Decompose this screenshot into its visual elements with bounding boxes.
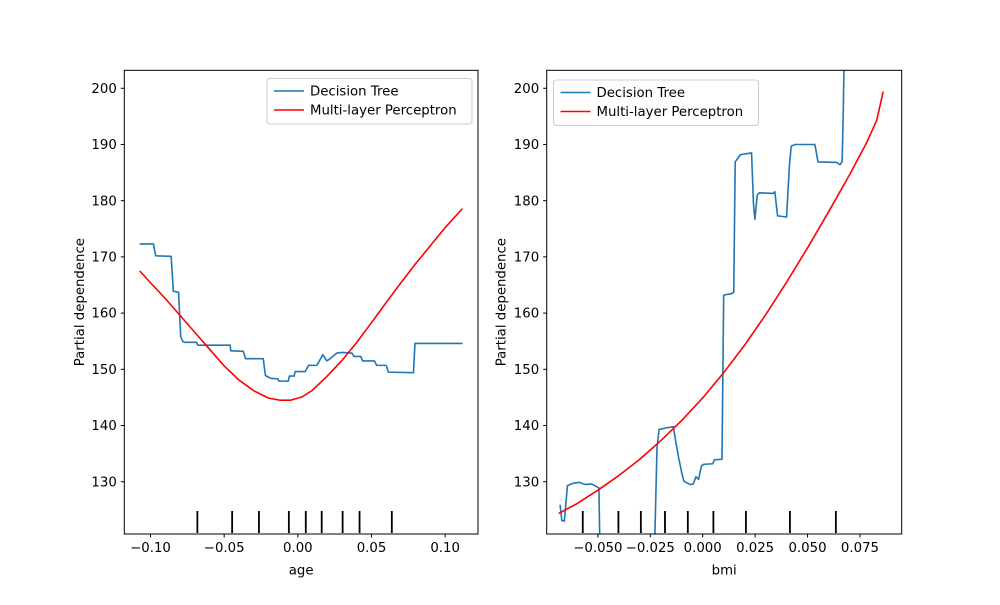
legend: Decision Tree Multi-layer Perceptron <box>553 79 759 126</box>
x-tick-label: −0.10 <box>130 541 171 556</box>
x-axis-label: age <box>289 564 314 579</box>
y-tick-label: 180 <box>514 194 539 209</box>
x-tick-label: 0.10 <box>430 541 460 556</box>
y-tick-label: 140 <box>91 419 116 434</box>
axes-border <box>546 69 903 535</box>
y-axis-label: Partial dependence <box>73 238 88 366</box>
y-tick-label: 160 <box>514 307 539 322</box>
legend-box <box>553 79 759 126</box>
legend-label-decision-tree: Decision Tree <box>310 85 399 100</box>
decision-tree-line <box>139 243 463 382</box>
y-tick-label: 170 <box>514 251 539 266</box>
legend-box <box>266 78 473 125</box>
y-tick-label: 170 <box>91 251 116 266</box>
y-tick-label: 150 <box>91 363 116 378</box>
y-tick-label: 200 <box>514 82 539 97</box>
x-tick-label: −0.05 <box>204 541 245 556</box>
x-tick-label: 0.050 <box>789 541 827 556</box>
plot-bmi: 130 140 150 160 170 180 190 200 −0.050 −0.025 0.00… <box>495 69 903 579</box>
axes-border <box>123 69 479 535</box>
y-tick-label: 130 <box>514 475 539 490</box>
y-tick-label: 190 <box>514 138 539 153</box>
y-tick-label: 200 <box>91 82 116 97</box>
y-tick-label: 140 <box>514 419 539 434</box>
x-tick-label: 0.075 <box>841 541 879 556</box>
y-tick-label: 150 <box>514 363 539 378</box>
y-tick-label: 160 <box>91 307 116 322</box>
x-tick-label: 0.025 <box>736 541 774 556</box>
x-tick-label: −0.025 <box>626 541 675 556</box>
x-tick-label: 0.00 <box>283 541 313 556</box>
legend-label-decision-tree: Decision Tree <box>597 86 686 101</box>
decision-tree-line <box>559 70 845 535</box>
x-tick-label: 0.000 <box>684 541 722 556</box>
y-tick-label: 180 <box>91 194 116 209</box>
x-tick-label: −0.050 <box>573 541 622 556</box>
legend: Decision Tree Multi-layer Perceptron <box>266 78 473 125</box>
x-tick-label: 0.05 <box>357 541 387 556</box>
y-tick-label: 190 <box>91 138 116 153</box>
multi-layer-perceptron-line <box>558 91 884 514</box>
legend-label-mlp: Multi-layer Perceptron <box>597 105 744 120</box>
multi-layer-perceptron-line <box>139 208 463 402</box>
y-tick-label: 130 <box>91 475 116 490</box>
y-axis-label: Partial dependence <box>495 238 510 366</box>
x-axis-label: bmi <box>712 564 737 579</box>
plot-age: 130 140 150 160 170 180 190 200 −0.10 −0.05 0.00 0.… <box>73 69 479 579</box>
legend-label-mlp: Multi-layer Perceptron <box>310 104 457 119</box>
